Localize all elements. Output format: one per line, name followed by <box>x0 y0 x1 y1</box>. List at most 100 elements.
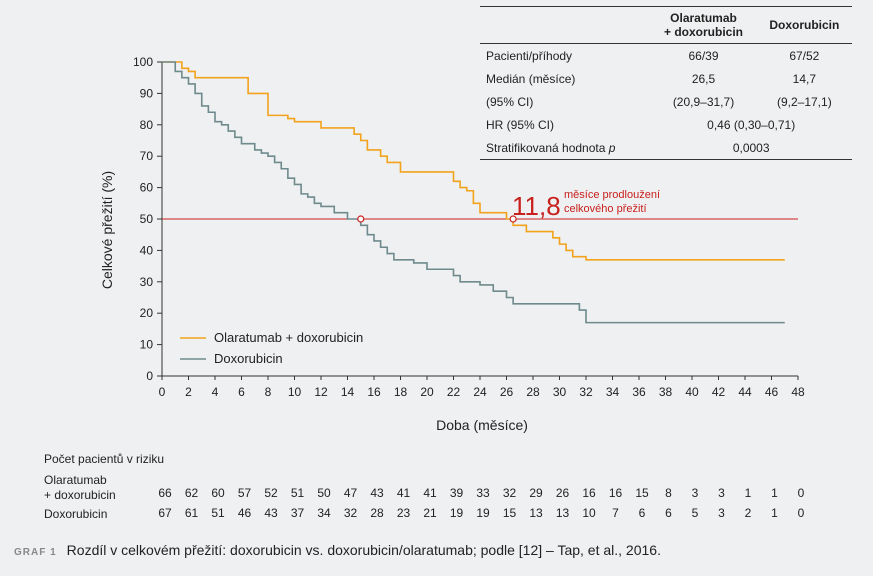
x-tick-label: 30 <box>553 385 567 399</box>
x-tick-label: 2 <box>185 385 192 399</box>
stats-cell: 0,46 (0,30–0,71) <box>707 117 796 132</box>
stats-row-label: (95% CI) <box>486 94 534 109</box>
risk-value: 57 <box>237 486 252 500</box>
risk-value: 41 <box>423 486 437 500</box>
x-tick-label: 12 <box>314 385 328 399</box>
risk-value: 1 <box>771 486 778 500</box>
x-tick-label: 16 <box>367 385 381 399</box>
x-tick-label: 40 <box>685 385 699 399</box>
risk-value: 52 <box>264 486 278 500</box>
risk-value: 13 <box>529 506 543 520</box>
y-tick-label: 50 <box>140 212 154 226</box>
risk-value: 1 <box>771 506 778 520</box>
y-tick-label: 0 <box>146 369 153 383</box>
stats-cell: 14,7 <box>792 71 817 86</box>
stats-row-label: HR (95% CI) <box>486 117 555 132</box>
x-tick-label: 8 <box>265 385 272 399</box>
x-tick-label: 20 <box>420 385 434 399</box>
legend-label: Olaratumab + doxorubicin <box>214 330 363 345</box>
risk-value: 51 <box>290 486 305 500</box>
y-axis-label: Celkové přežití (%) <box>99 171 115 289</box>
y-tick-label: 60 <box>140 181 154 195</box>
risk-value: 50 <box>317 486 331 500</box>
x-tick-label: 34 <box>606 385 620 399</box>
x-tick-label: 32 <box>579 385 593 399</box>
risk-value: 7 <box>612 506 619 520</box>
risk-value: 51 <box>211 506 225 520</box>
median-marker <box>509 215 517 223</box>
x-tick-label: 0 <box>159 385 166 399</box>
risk-value: 3 <box>718 486 725 500</box>
risk-value: 66 <box>158 486 172 500</box>
x-axis-label: Doba (měsíce) <box>436 417 528 433</box>
risk-value: 21 <box>423 506 437 520</box>
x-tick-label: 24 <box>473 385 487 399</box>
risk-value: 16 <box>582 486 596 500</box>
x-tick-label: 26 <box>500 385 514 399</box>
stats-header-doxorubicin: Doxorubicin <box>756 6 852 44</box>
y-tick-label: 20 <box>140 306 154 320</box>
annotation-value: 11,8 <box>512 191 561 221</box>
x-tick-label: 44 <box>738 385 752 399</box>
risk-value: 15 <box>635 486 649 500</box>
risk-value: 37 <box>290 506 305 520</box>
stats-cell: 0,0003 <box>650 136 852 160</box>
risk-value: 34 <box>317 506 331 520</box>
risk-row-label-doxorubicin: Doxorubicin <box>44 507 108 521</box>
stats-row-label: Stratifikovaná hodnota p <box>480 136 651 160</box>
risk-value: 13 <box>555 506 570 520</box>
risk-value: 6 <box>665 506 672 520</box>
risk-value: 62 <box>184 486 199 500</box>
stats-header-empty <box>480 6 651 44</box>
caption-tag: GRAF 1 <box>14 547 57 558</box>
y-tick-label: 10 <box>140 338 154 352</box>
stats-table: Olaratumab + doxorubicin Doxorubicin Paci… <box>480 6 852 160</box>
y-tick-label: 90 <box>140 86 154 100</box>
risk-value: 32 <box>343 506 358 520</box>
x-tick-label: 38 <box>659 385 673 399</box>
y-tick-label: 70 <box>140 149 154 163</box>
risk-value: 28 <box>370 506 384 520</box>
risk-row-label-olaratumab: Olaratumab + doxorubicin <box>44 473 116 502</box>
x-tick-label: 4 <box>212 385 219 399</box>
caption-text: Rozdíl v celkovém přežití: doxorubicin v… <box>66 542 661 558</box>
chart-legend: Olaratumab + doxorubicin Doxorubicin <box>180 330 363 366</box>
risk-value: 8 <box>665 486 672 500</box>
annotation-text-line1: měsíce prodloužení <box>564 189 660 201</box>
risk-value: 46 <box>237 506 252 520</box>
x-tick-label: 14 <box>341 385 355 399</box>
figure-caption: GRAF 1 Rozdíl v celkovém přežití: doxorub… <box>14 542 661 558</box>
chart-axes: 0 2 4 6 8 10 12 14 16 18 20 22 24 26 28 30 32 34 36 38 40 42 4… <box>133 55 805 399</box>
risk-value: 47 <box>343 486 358 500</box>
stats-row-label: Pacienti/příhody <box>480 43 651 67</box>
risk-value: 32 <box>502 486 517 500</box>
risk-value: 61 <box>184 506 199 520</box>
y-tick-label: 40 <box>140 243 154 257</box>
x-tick-label: 42 <box>712 385 726 399</box>
x-tick-label: 10 <box>288 385 302 399</box>
risk-value: 60 <box>211 486 225 500</box>
risk-value: 10 <box>582 506 596 520</box>
stats-row-label: Medián (měsíce) <box>486 71 576 86</box>
risk-table-title: Počet pacientů v riziku <box>44 452 165 466</box>
risk-value: 39 <box>449 486 464 500</box>
stats-cell: 26,5 <box>691 71 716 86</box>
x-tick-label: 48 <box>791 385 805 399</box>
legend-label: Doxorubicin <box>214 351 283 366</box>
x-tick-label: 46 <box>765 385 779 399</box>
risk-value: 23 <box>396 506 411 520</box>
risk-value: 3 <box>691 486 699 500</box>
risk-value: 43 <box>370 486 384 500</box>
risk-value: 3 <box>718 506 725 520</box>
x-tick-label: 28 <box>526 385 540 399</box>
risk-value: 15 <box>502 506 517 520</box>
risk-value: 0 <box>797 486 805 500</box>
survival-chart: 0 2 4 6 8 10 12 14 16 18 20 22 24 26 28 30 32 34 36 38 40 42 4… <box>99 55 805 433</box>
x-tick-label: 36 <box>632 385 646 399</box>
risk-value: 16 <box>608 486 623 500</box>
series-line-doxorubicin <box>162 61 785 324</box>
risk-value: 19 <box>476 506 490 520</box>
risk-value: 33 <box>476 486 490 500</box>
stats-cell: (20,9–31,7) <box>672 94 735 109</box>
risk-value: 41 <box>396 486 411 500</box>
